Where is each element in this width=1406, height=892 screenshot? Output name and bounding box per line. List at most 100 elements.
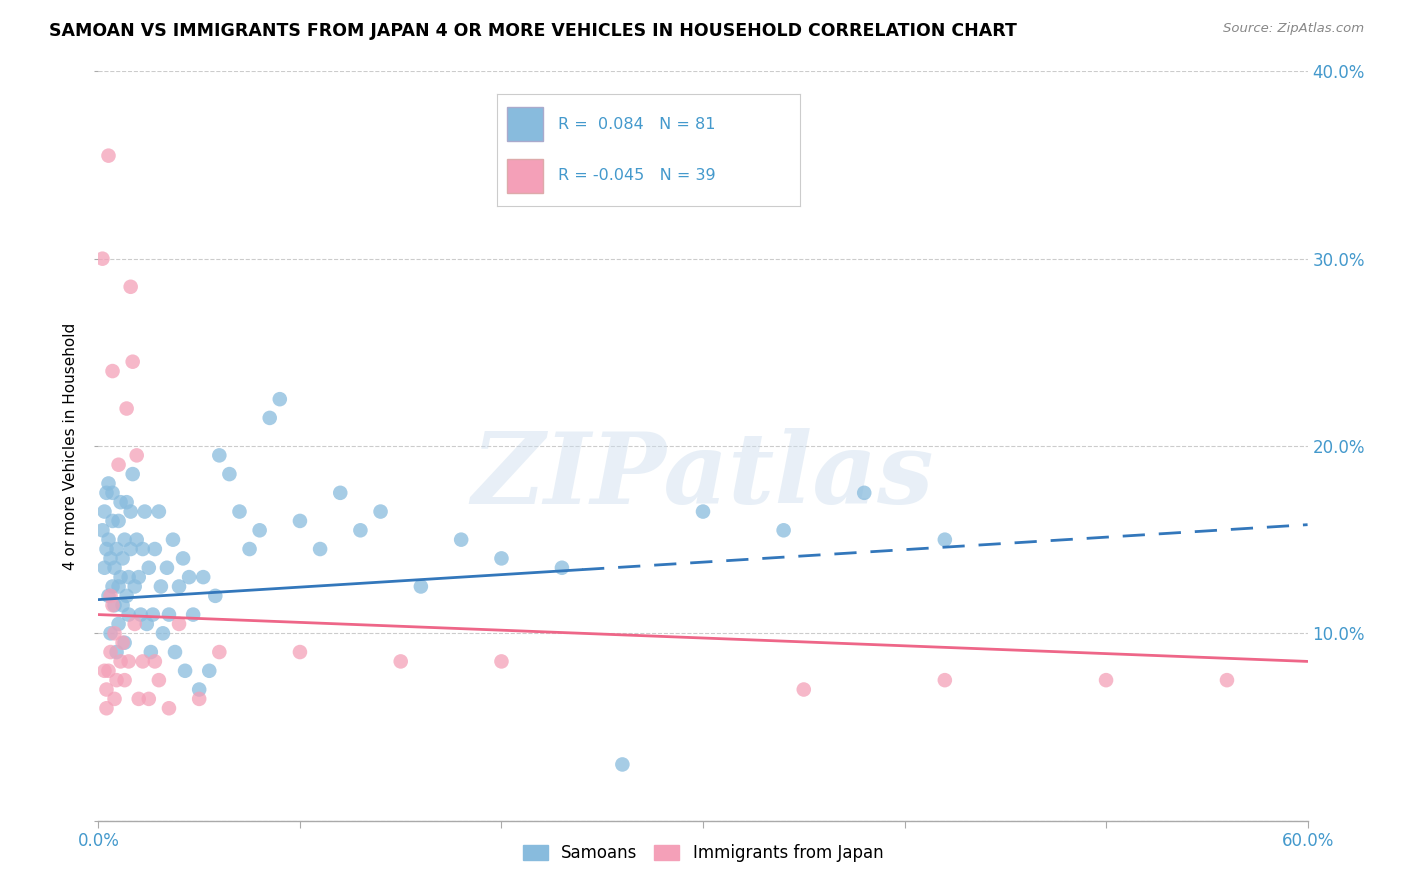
- Point: [105, 645, 128, 659]
- Point: [551, 561, 574, 575]
- Point: [934, 533, 956, 547]
- Point: [115, 495, 138, 509]
- Point: [118, 655, 141, 669]
- Point: [118, 607, 141, 622]
- Point: [97, 476, 120, 491]
- Point: [124, 617, 146, 632]
- Point: [1216, 673, 1239, 688]
- Point: [208, 645, 231, 659]
- Point: [148, 673, 170, 688]
- Point: [142, 607, 165, 622]
- Y-axis label: 4 or more Vehicles in Household: 4 or more Vehicles in Household: [63, 322, 79, 570]
- Point: [125, 533, 148, 547]
- Point: [93, 664, 115, 678]
- Point: [93, 561, 115, 575]
- Point: [143, 655, 166, 669]
- Point: [100, 626, 122, 640]
- Point: [100, 645, 122, 659]
- Point: [107, 617, 129, 632]
- Point: [114, 673, 136, 688]
- Point: [93, 505, 115, 519]
- Point: [96, 486, 118, 500]
- Text: Source: ZipAtlas.com: Source: ZipAtlas.com: [1223, 22, 1364, 36]
- Point: [198, 664, 221, 678]
- Legend: Samoans, Immigrants from Japan: Samoans, Immigrants from Japan: [516, 838, 890, 869]
- Point: [124, 580, 146, 594]
- Point: [120, 542, 142, 557]
- Point: [204, 589, 226, 603]
- Point: [157, 701, 180, 715]
- Point: [1095, 673, 1118, 688]
- Point: [100, 589, 122, 603]
- Point: [793, 682, 815, 697]
- Point: [114, 533, 136, 547]
- Point: [96, 701, 118, 715]
- Point: [120, 280, 142, 294]
- Point: [101, 599, 124, 613]
- Point: [148, 505, 170, 519]
- Point: [138, 692, 160, 706]
- Point: [97, 589, 120, 603]
- Point: [105, 542, 128, 557]
- Point: [101, 486, 124, 500]
- Point: [329, 486, 352, 500]
- Point: [259, 411, 281, 425]
- Point: [103, 561, 125, 575]
- Point: [125, 449, 148, 463]
- Point: [349, 524, 371, 538]
- Point: [772, 524, 794, 538]
- Point: [91, 252, 114, 266]
- Point: [111, 635, 134, 649]
- Point: [934, 673, 956, 688]
- Point: [115, 589, 138, 603]
- Text: SAMOAN VS IMMIGRANTS FROM JAPAN 4 OR MORE VEHICLES IN HOUSEHOLD CORRELATION CHAR: SAMOAN VS IMMIGRANTS FROM JAPAN 4 OR MOR…: [49, 22, 1017, 40]
- Point: [188, 682, 211, 697]
- Point: [491, 551, 513, 566]
- Point: [409, 580, 432, 594]
- Point: [110, 570, 132, 584]
- Point: [101, 514, 124, 528]
- Point: [193, 570, 215, 584]
- Point: [128, 570, 150, 584]
- Point: [249, 524, 271, 538]
- Text: ZIPatlas: ZIPatlas: [472, 428, 934, 524]
- Point: [129, 607, 152, 622]
- Point: [139, 645, 162, 659]
- Point: [288, 645, 311, 659]
- Point: [91, 524, 114, 538]
- Point: [103, 626, 125, 640]
- Point: [121, 355, 143, 369]
- Point: [218, 467, 240, 482]
- Point: [239, 542, 262, 557]
- Point: [128, 692, 150, 706]
- Point: [167, 617, 190, 632]
- Point: [389, 655, 412, 669]
- Point: [121, 467, 143, 482]
- Point: [163, 645, 186, 659]
- Point: [152, 626, 174, 640]
- Point: [132, 655, 155, 669]
- Point: [114, 635, 136, 649]
- Point: [188, 692, 211, 706]
- Point: [97, 149, 120, 163]
- Point: [149, 580, 172, 594]
- Point: [179, 570, 201, 584]
- Point: [143, 542, 166, 557]
- Point: [107, 580, 129, 594]
- Point: [101, 580, 124, 594]
- Point: [103, 599, 125, 613]
- Point: [111, 551, 134, 566]
- Point: [208, 449, 231, 463]
- Point: [120, 505, 142, 519]
- Point: [105, 673, 128, 688]
- Point: [174, 664, 197, 678]
- Point: [101, 364, 124, 378]
- Point: [134, 505, 156, 519]
- Point: [491, 655, 513, 669]
- Point: [118, 570, 141, 584]
- Point: [110, 655, 132, 669]
- Point: [172, 551, 194, 566]
- Point: [157, 607, 180, 622]
- Point: [167, 580, 190, 594]
- Point: [115, 401, 138, 416]
